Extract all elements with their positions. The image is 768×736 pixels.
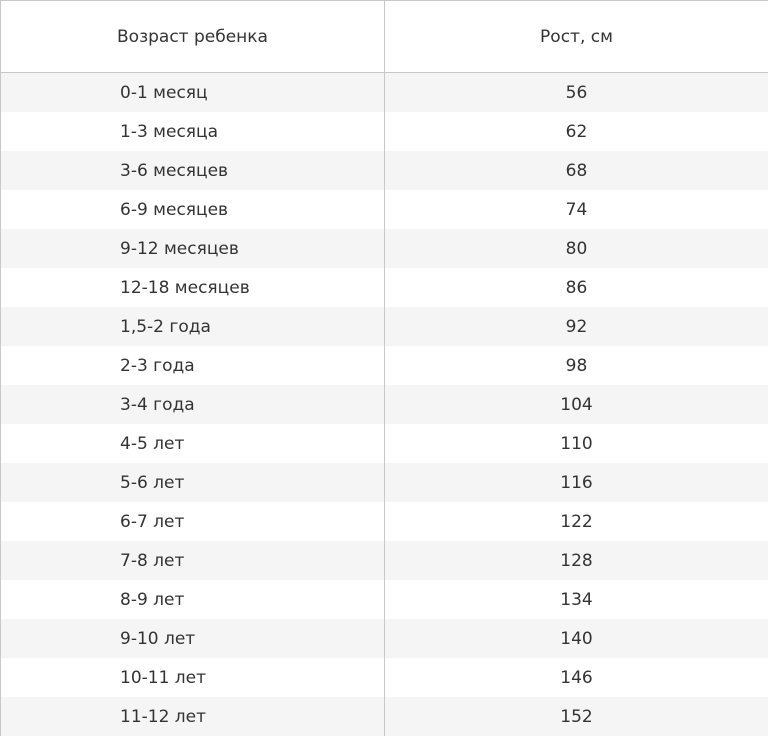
- age-cell: 3-4 года: [1, 385, 385, 424]
- height-cell: 104: [385, 385, 768, 424]
- age-cell: 6-7 лет: [1, 502, 385, 541]
- age-cell: 1-3 месяца: [1, 112, 385, 151]
- age-cell: 5-6 лет: [1, 463, 385, 502]
- height-cell: 86: [385, 268, 768, 307]
- height-cell: 146: [385, 658, 768, 697]
- age-cell: 12-18 месяцев: [1, 268, 385, 307]
- age-cell: 1,5-2 года: [1, 307, 385, 346]
- height-cell: 128: [385, 541, 768, 580]
- age-cell: 4-5 лет: [1, 424, 385, 463]
- age-cell: 8-9 лет: [1, 580, 385, 619]
- height-cell: 116: [385, 463, 768, 502]
- age-cell: 9-12 месяцев: [1, 229, 385, 268]
- height-cell: 152: [385, 697, 768, 736]
- age-cell: 3-6 месяцев: [1, 151, 385, 190]
- height-cell: 74: [385, 190, 768, 229]
- height-cell: 68: [385, 151, 768, 190]
- height-cell: 122: [385, 502, 768, 541]
- age-cell: 0-1 месяц: [1, 73, 385, 113]
- age-cell: 11-12 лет: [1, 697, 385, 736]
- header-height: Рост, см: [385, 1, 768, 73]
- age-cell: 9-10 лет: [1, 619, 385, 658]
- height-cell: 62: [385, 112, 768, 151]
- height-cell: 98: [385, 346, 768, 385]
- height-cell: 134: [385, 580, 768, 619]
- header-row: Возраст ребенка Рост, см: [1, 1, 768, 73]
- header-age: Возраст ребенка: [1, 1, 385, 73]
- age-cell: 7-8 лет: [1, 541, 385, 580]
- age-cell: 10-11 лет: [1, 658, 385, 697]
- height-cell: 56: [385, 73, 768, 113]
- height-cell: 110: [385, 424, 768, 463]
- age-cell: 6-9 месяцев: [1, 190, 385, 229]
- height-cell: 140: [385, 619, 768, 658]
- height-cell: 92: [385, 307, 768, 346]
- age-cell: 2-3 года: [1, 346, 385, 385]
- height-cell: 80: [385, 229, 768, 268]
